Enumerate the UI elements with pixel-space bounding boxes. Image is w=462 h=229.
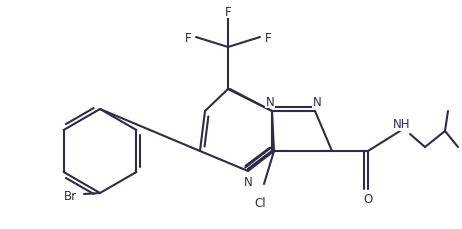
Text: F: F: [225, 5, 231, 18]
Text: Br: Br: [63, 190, 77, 203]
Text: N: N: [266, 95, 274, 108]
Text: Cl: Cl: [254, 197, 266, 210]
Text: F: F: [185, 31, 191, 44]
Text: NH: NH: [393, 118, 411, 131]
Text: N: N: [243, 175, 252, 188]
Text: O: O: [364, 193, 373, 206]
Text: N: N: [313, 95, 322, 108]
Text: F: F: [265, 31, 271, 44]
